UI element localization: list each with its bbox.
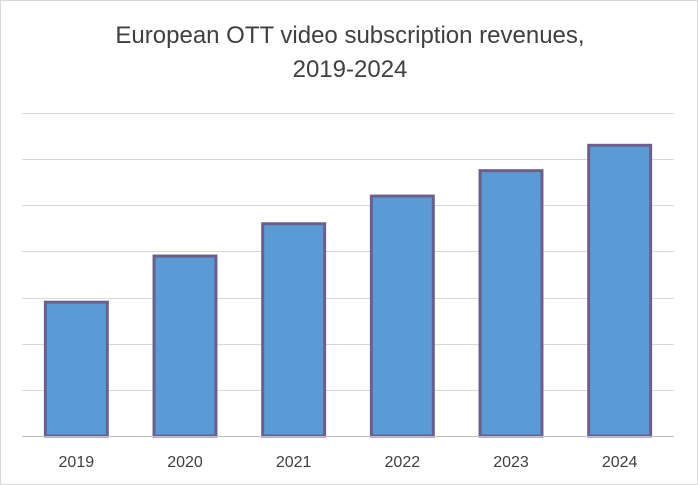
chart-title-line-2: 2019-2024: [292, 56, 408, 83]
x-tick-label: 2022: [385, 454, 421, 471]
x-tick-labels: 2019 2020 2021 2022 2023 2024: [59, 454, 638, 471]
bar-2024: [587, 143, 653, 438]
bar-2021: [261, 222, 327, 438]
bar-2020: [152, 254, 218, 438]
bar-2019: [43, 300, 109, 438]
x-tick-label: 2023: [493, 454, 529, 471]
x-tick-label: 2021: [276, 454, 312, 471]
x-tick-label: 2024: [602, 454, 638, 471]
x-tick-label: 2019: [59, 454, 95, 471]
bar-2022: [369, 194, 435, 438]
bar-2023: [478, 169, 544, 438]
chart-title-line-1: European OTT video subscription revenues…: [115, 22, 585, 49]
chart-title: European OTT video subscription revenues…: [1, 19, 698, 87]
x-tick-label: 2020: [167, 454, 203, 471]
gridlines: [22, 113, 674, 391]
bars: [43, 143, 653, 438]
